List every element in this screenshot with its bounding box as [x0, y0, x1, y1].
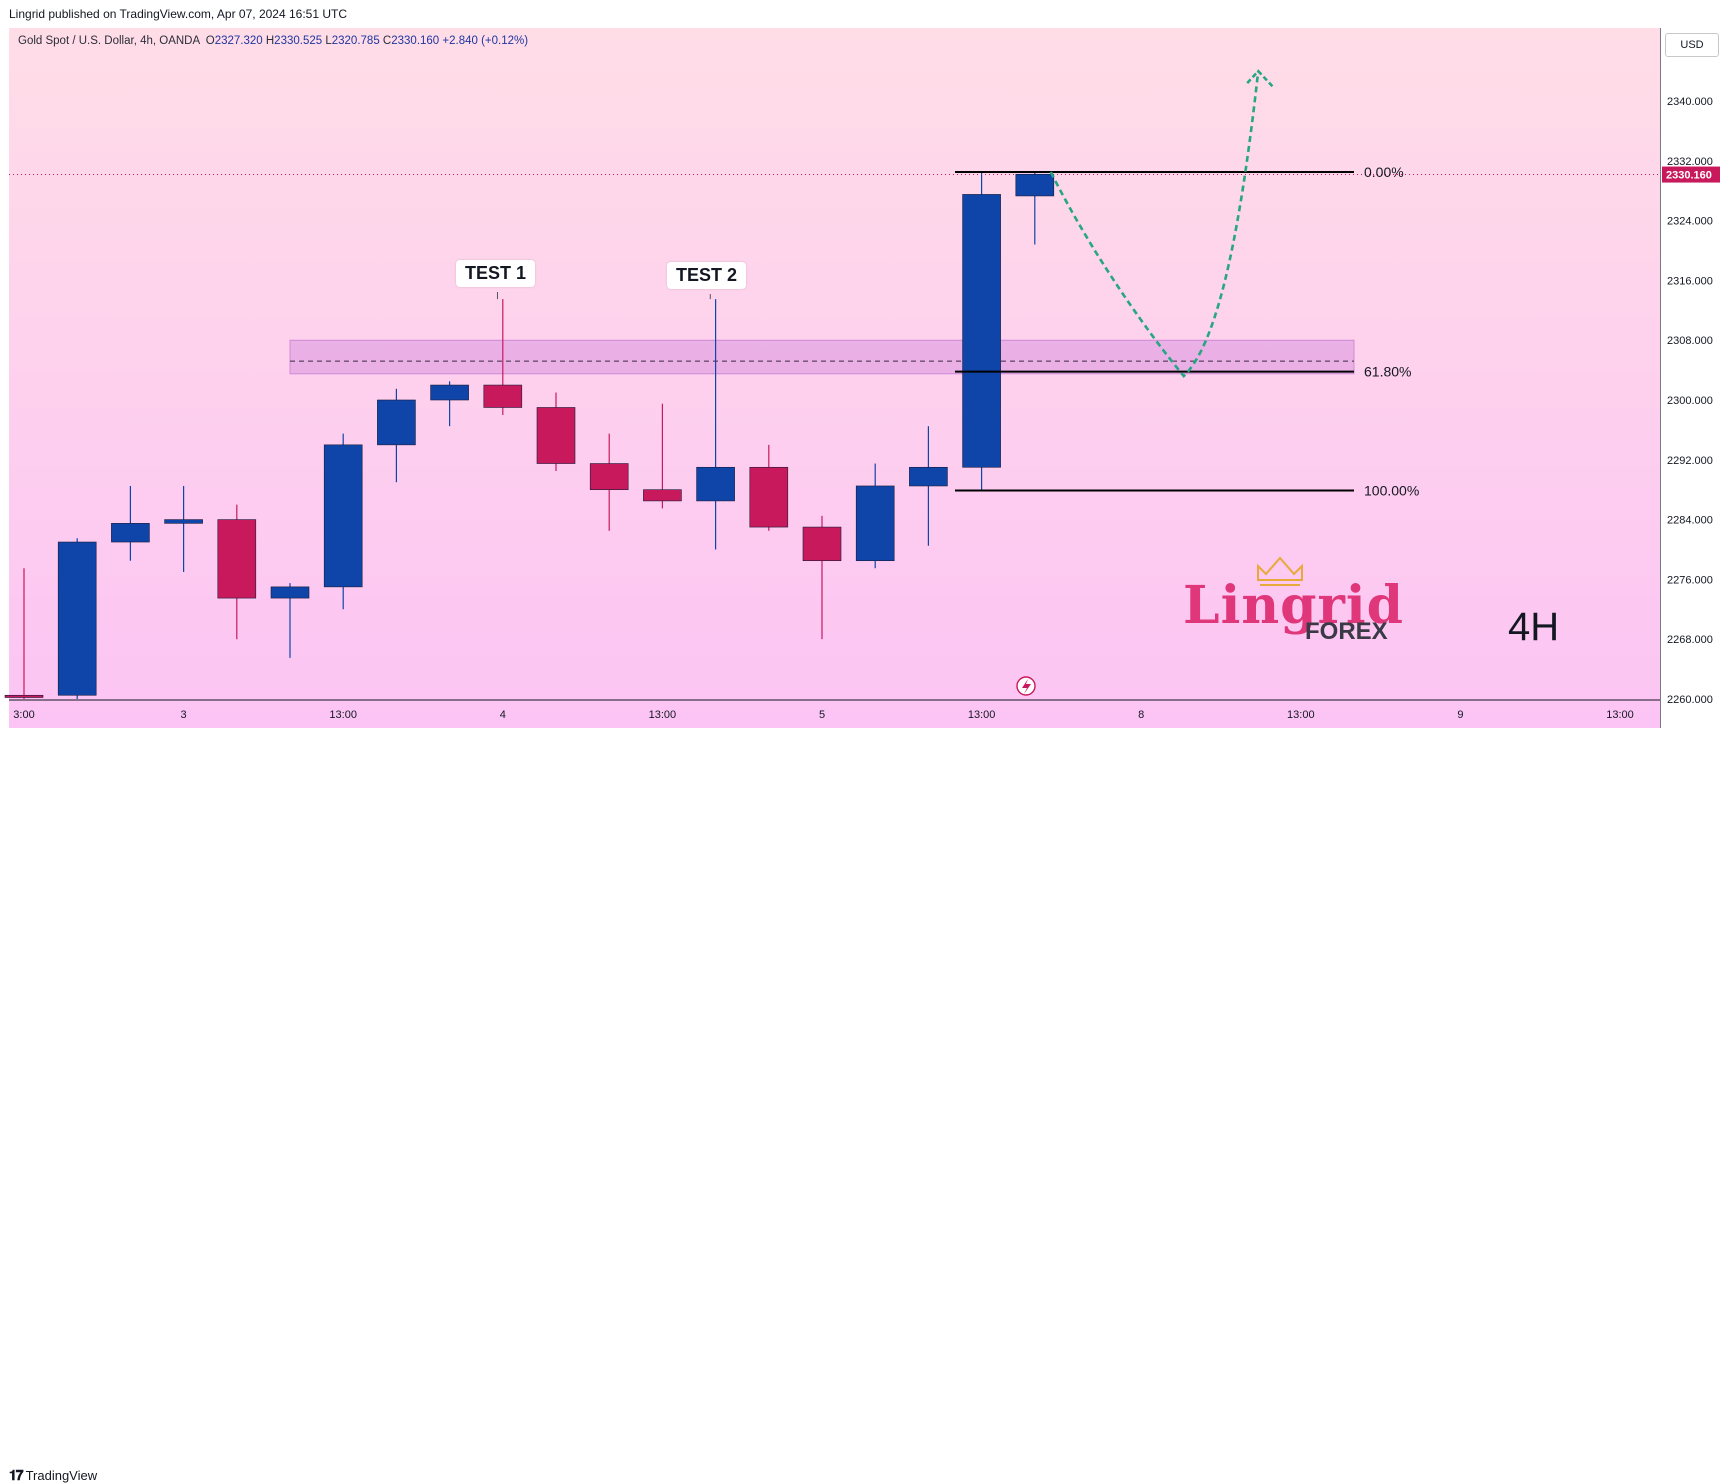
- candle-body: [962, 194, 1001, 468]
- candle[interactable]: [589, 433, 629, 531]
- candle-body: [643, 489, 682, 502]
- legend-close-value: 2330.160: [391, 35, 440, 47]
- time-tick-label: 9: [1457, 709, 1463, 721]
- price-tick-label: 2260.000: [1667, 694, 1713, 706]
- footer: 𝟏𝟕 TradingView: [0, 728, 1736, 1483]
- candle-body: [111, 523, 150, 543]
- publisher-line: Lingrid published on TradingView.com, Ap…: [9, 7, 347, 21]
- time-tick-label: 13:00: [1606, 709, 1634, 721]
- crown-icon: [1257, 556, 1303, 581]
- test-1-callout[interactable]: TEST 1: [456, 260, 536, 287]
- candle-body: [377, 399, 416, 446]
- time-tick-label: 8: [1138, 709, 1144, 721]
- symbol-legend[interactable]: Gold Spot / U.S. Dollar, 4h, OANDA O2327…: [18, 35, 528, 47]
- legend-high-label: H: [265, 35, 275, 47]
- projection-path[interactable]: [1049, 70, 1260, 378]
- chart-area[interactable]: [9, 28, 1660, 728]
- candle[interactable]: [536, 392, 576, 472]
- candle-body: [483, 384, 523, 408]
- lightning-glyph: [1022, 679, 1031, 694]
- projection-arrowhead: [1246, 69, 1275, 88]
- tradingview-icon: 𝟏𝟕: [9, 1467, 24, 1483]
- candle-body: [4, 694, 44, 698]
- candle-body: [749, 466, 789, 528]
- legend-low-value: 2320.785: [331, 35, 380, 47]
- candle-body: [430, 384, 469, 401]
- candle-body: [323, 444, 363, 588]
- price-tick-label: 2332.000: [1667, 156, 1713, 168]
- legend-symbol: Gold Spot / U.S. Dollar, 4h, OANDA: [18, 35, 200, 47]
- candle[interactable]: [270, 583, 310, 658]
- tradingview-label: TradingView: [25, 1468, 98, 1483]
- chart-svg: 0.00% 61.80% 100.00% 3:00 3 13:00 4 13:00 5 13:00…: [4, 69, 1720, 721]
- candle[interactable]: [643, 403, 682, 509]
- time-tick-label: 4: [500, 709, 506, 721]
- price-tick-label: 2284.000: [1667, 515, 1713, 527]
- lingrid-logo: Lingrid: [1183, 575, 1404, 636]
- candle[interactable]: [1015, 172, 1055, 245]
- price-tick-label: 2268.000: [1667, 634, 1713, 646]
- candle-body: [909, 466, 948, 487]
- candle[interactable]: [962, 172, 1001, 490]
- candle-body: [696, 466, 735, 502]
- price-tick-label: 2300.000: [1667, 395, 1713, 407]
- candle-body: [217, 519, 257, 599]
- time-tick-label: 13:00: [649, 709, 677, 721]
- price-axis[interactable]: [1660, 28, 1736, 728]
- fib-level-label: 0.00%: [1364, 164, 1404, 180]
- current-price-tag-label: 2330.160: [1666, 170, 1712, 182]
- candle[interactable]: [323, 433, 363, 610]
- candle-body: [270, 586, 310, 599]
- forex-logo-text: FOREX: [1305, 618, 1388, 645]
- price-tick-label: 2340.000: [1667, 96, 1713, 108]
- price-tick-label: 2276.000: [1667, 574, 1713, 586]
- legend-open-label: O: [205, 35, 215, 47]
- candle-body: [536, 407, 576, 464]
- resistance-zone[interactable]: [289, 339, 1355, 375]
- currency-button[interactable]: USD: [1665, 33, 1719, 57]
- candle[interactable]: [855, 463, 895, 569]
- candle[interactable]: [483, 299, 523, 415]
- candle[interactable]: [164, 485, 203, 572]
- current-price-tag[interactable]: [1662, 166, 1720, 183]
- candle[interactable]: [377, 388, 416, 483]
- candle[interactable]: [4, 568, 44, 699]
- time-tick-label: 13:00: [968, 709, 996, 721]
- candle[interactable]: [57, 538, 97, 699]
- legend-open-value: 2327.320: [214, 35, 263, 47]
- candle-body: [589, 463, 629, 491]
- legend-change: +2.840 (+0.12%): [442, 35, 529, 47]
- candle[interactable]: [217, 504, 257, 640]
- fib-level-label: 100.00%: [1364, 482, 1419, 498]
- legend-close-label: C: [382, 35, 392, 47]
- candle-body: [802, 526, 842, 562]
- candle[interactable]: [909, 426, 948, 546]
- candle[interactable]: [749, 444, 789, 531]
- time-tick-label: 13:00: [329, 709, 357, 721]
- candle-body: [1015, 173, 1055, 197]
- candle-body: [57, 541, 97, 696]
- fib-level-label: 61.80%: [1364, 364, 1411, 380]
- price-tick-label: 2324.000: [1667, 216, 1713, 228]
- legend-high-value: 2330.525: [274, 35, 323, 47]
- time-tick-label: 3: [181, 709, 187, 721]
- legend-low-label: L: [325, 35, 332, 47]
- price-tick-label: 2316.000: [1667, 275, 1713, 287]
- candle[interactable]: [696, 299, 735, 550]
- top-bar: Lingrid published on TradingView.com, Ap…: [0, 0, 1736, 28]
- candle[interactable]: [430, 381, 469, 427]
- candle[interactable]: [111, 485, 150, 561]
- time-tick-label: 13:00: [1287, 709, 1315, 721]
- price-tick-label: 2292.000: [1667, 455, 1713, 467]
- price-tick-label: 2308.000: [1667, 335, 1713, 347]
- test-2-callout[interactable]: TEST 2: [667, 262, 747, 289]
- candle-body: [855, 485, 895, 562]
- time-tick-label: 5: [819, 709, 825, 721]
- timeframe-label: 4H: [1508, 605, 1560, 649]
- candle[interactable]: [802, 515, 842, 640]
- tradingview-brand[interactable]: 𝟏𝟕 TradingView: [9, 1467, 97, 1484]
- candle-body: [164, 519, 203, 524]
- time-tick-label: 3:00: [13, 709, 34, 721]
